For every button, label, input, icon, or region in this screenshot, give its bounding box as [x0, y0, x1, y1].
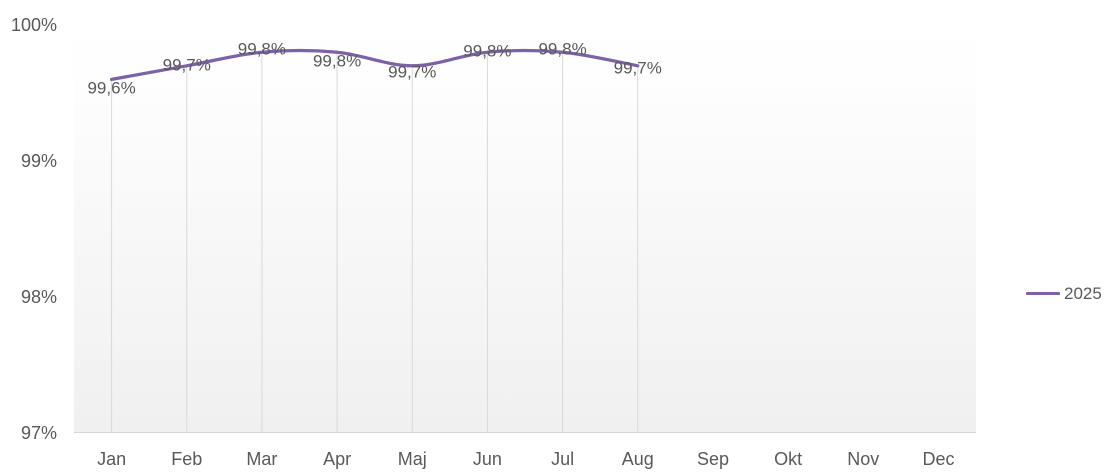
x-tick-okt: Okt	[774, 449, 803, 469]
x-tick-feb: Feb	[171, 449, 203, 469]
x-tick-jul: Jul	[551, 449, 575, 469]
x-tick-maj: Maj	[397, 449, 427, 469]
legend: 2025	[1026, 285, 1102, 302]
x-tick-dec: Dec	[922, 449, 955, 469]
x-tick-jan: Jan	[97, 449, 127, 469]
x-axis: Jan Feb Mar Apr Maj Jun Jul Aug Sep Okt …	[74, 449, 976, 470]
x-tick-sep: Sep	[696, 449, 729, 469]
x-tick-apr: Apr	[323, 449, 352, 469]
y-tick-98: 98%	[20, 287, 57, 307]
y-tick-99: 99%	[20, 151, 57, 171]
y-tick-100: 100%	[10, 15, 57, 35]
legend-series-label: 2025	[1064, 284, 1102, 303]
y-axis: 100% 99% 98% 97%	[0, 0, 57, 475]
y-tick-97: 97%	[20, 423, 57, 443]
x-tick-jun: Jun	[472, 449, 502, 469]
x-tick-aug: Aug	[621, 449, 654, 469]
x-tick-mar: Mar	[246, 449, 278, 469]
legend-line-swatch	[1026, 291, 1060, 296]
plot-area	[74, 25, 976, 433]
x-tick-nov: Nov	[847, 449, 880, 469]
